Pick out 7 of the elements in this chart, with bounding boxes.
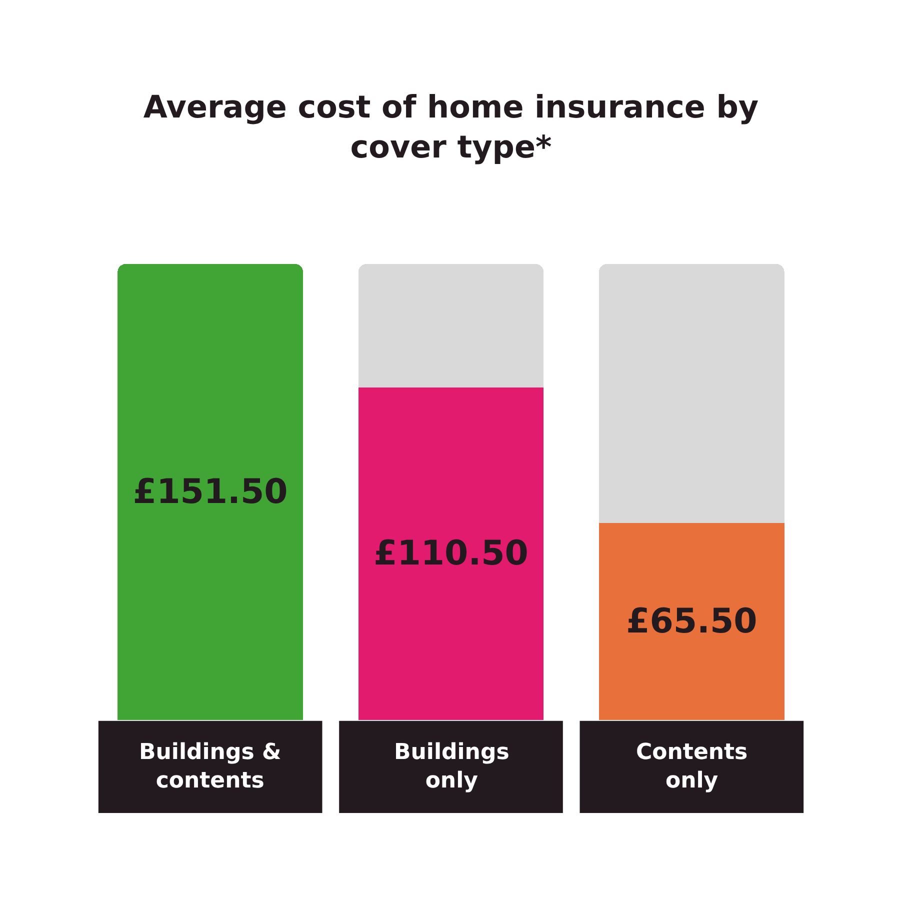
chart-title: Average cost of home insurance by cover type*	[143, 89, 759, 166]
x-tick-label: Buildings only	[394, 740, 510, 794]
x-tick-label: Contents only	[636, 740, 748, 794]
data-label: £151.50	[132, 472, 288, 512]
data-label: £65.50	[626, 601, 758, 642]
x-tick-label: Buildings & contents	[139, 740, 282, 794]
data-label: £110.50	[374, 534, 528, 574]
